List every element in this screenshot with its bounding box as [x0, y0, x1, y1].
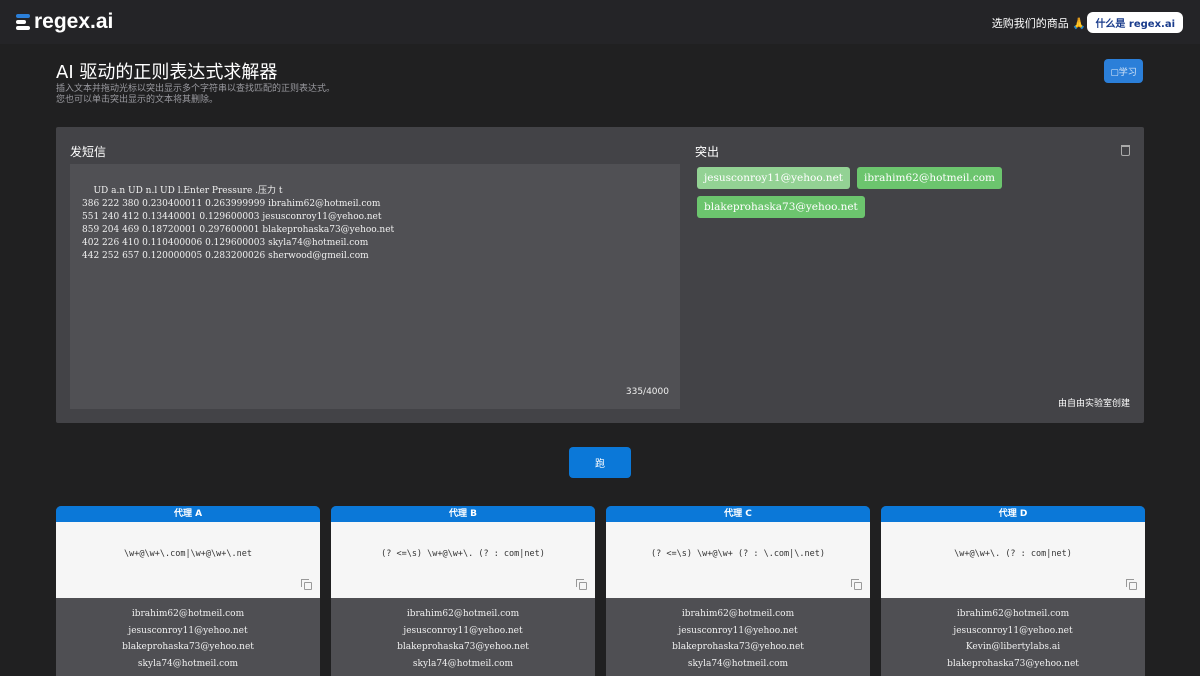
match-item: skyla74@hotmeil.com: [137, 658, 239, 669]
agent-card: 代理 D \w+@\w+\. (? : com|net) ibrahim62@ho…: [881, 506, 1145, 676]
match-item: skyla74@hotmeil.com: [687, 658, 789, 669]
copy-icon[interactable]: [576, 579, 587, 590]
match-item: blakeprohaska73@yehoo.net: [122, 642, 254, 652]
input-text[interactable]: UD a.n UD n.l UD l.Enter Pressure .压力 t …: [82, 186, 395, 261]
agent-cards: 代理 A \w+@\w+\.com|\w+@\w+\.net ibrahim62@…: [56, 506, 1145, 676]
highlight-chip[interactable]: jesusconroy11@yehoo.net: [697, 167, 851, 189]
match-item: ibrahim62@hotmeil.com: [406, 609, 520, 619]
run-button[interactable]: 跑: [569, 447, 631, 478]
logo-icon: [16, 14, 30, 30]
agent-regex-box: \w+@\w+\.com|\w+@\w+\.net: [56, 522, 320, 598]
agent-matches: ibrahim62@hotmeil.com jesusconroy11@yehoo…: [606, 598, 870, 672]
match-item: jesusconroy11@yehoo.net: [403, 625, 523, 636]
match-item: ibrahim62@hotmeil.com: [681, 609, 795, 619]
agent-card: 代理 A \w+@\w+\.com|\w+@\w+\.net ibrahim62@…: [56, 506, 320, 676]
page-title: AI 驱动的正则表达式求解器: [56, 62, 278, 83]
match-item: ibrahim62@hotmeil.com: [956, 609, 1070, 619]
shop-link[interactable]: 选购我们的商品 🙏: [991, 17, 1086, 30]
agent-matches: ibrahim62@hotmeil.com jesusconroy11@yehoo…: [881, 598, 1145, 672]
agent-regex: (? <=\s) \w+@\w+ (? : \.com|\.net): [651, 549, 825, 559]
agent-name: 代理 C: [606, 506, 870, 522]
agent-regex-box: (? <=\s) \w+@\w+\. (? : com|net): [331, 522, 595, 598]
agent-regex: \w+@\w+\.com|\w+@\w+\.net: [124, 549, 252, 559]
credit-text: 由自由实验室创建: [1057, 399, 1130, 409]
highlight-chip[interactable]: blakeprohaska73@yehoo.net: [697, 196, 865, 218]
agent-matches: ibrahim62@hotmeil.com jesusconroy11@yehoo…: [56, 598, 320, 672]
text-input[interactable]: UD a.n UD n.l UD l.Enter Pressure .压力 t …: [70, 164, 680, 409]
agent-regex: (? <=\s) \w+@\w+\. (? : com|net): [381, 549, 545, 559]
agent-matches: ibrahim62@hotmeil.com jesusconroy11@yehoo…: [331, 598, 595, 672]
agent-regex-box: \w+@\w+\. (? : com|net): [881, 522, 1145, 598]
copy-icon[interactable]: [1126, 579, 1137, 590]
agent-name: 代理 D: [881, 506, 1145, 522]
agent-regex: \w+@\w+\. (? : com|net): [954, 549, 1072, 559]
editor-panel: 发短信 UD a.n UD n.l UD l.Enter Pressure .压…: [56, 127, 1144, 423]
highlights-label: 突出: [695, 145, 720, 159]
input-label: 发短信: [70, 145, 107, 159]
learn-button[interactable]: ▢学习: [1104, 59, 1143, 83]
char-count: 335/4000: [625, 387, 669, 397]
match-item: jesusconroy11@yehoo.net: [678, 625, 798, 636]
highlight-chip[interactable]: ibrahim62@hotmeil.com: [857, 167, 1002, 189]
highlight-list: jesusconroy11@yehoo.net ibrahim62@hotmei…: [697, 167, 1057, 218]
match-item: jesusconroy11@yehoo.net: [953, 625, 1073, 636]
instruction-line: 插入文本并拖动光标以突出显示多个字符串以查找匹配的正则表达式。: [56, 84, 336, 94]
match-item: blakeprohaska73@yehoo.net: [672, 642, 804, 652]
top-bar: regex.ai 选购我们的商品 🙏 什么是 regex.ai: [0, 0, 1200, 44]
instructions: 插入文本并拖动光标以突出显示多个字符串以查找匹配的正则表达式。 您也可以单击突出…: [56, 84, 335, 106]
trash-icon[interactable]: [1121, 145, 1130, 156]
copy-icon[interactable]: [301, 579, 312, 590]
copy-icon[interactable]: [851, 579, 862, 590]
match-item: blakeprohaska73@yehoo.net: [397, 642, 529, 652]
agent-regex-box: (? <=\s) \w+@\w+ (? : \.com|\.net): [606, 522, 870, 598]
match-item: Kevin@libertylabs.ai: [965, 642, 1061, 652]
agent-name: 代理 A: [56, 506, 320, 522]
agent-card: 代理 B (? <=\s) \w+@\w+\. (? : com|net) ibr…: [331, 506, 595, 676]
match-item: jesusconroy11@yehoo.net: [128, 625, 248, 636]
agent-card: 代理 C (? <=\s) \w+@\w+ (? : \.com|\.net) i…: [606, 506, 870, 676]
logo[interactable]: regex.ai: [16, 10, 113, 34]
instruction-line: 您也可以单击突出显示的文本将其删除。: [56, 95, 219, 105]
match-item: skyla74@hotmeil.com: [412, 658, 514, 669]
match-item: blakeprohaska73@yehoo.net: [947, 658, 1079, 669]
what-is-button[interactable]: 什么是 regex.ai: [1087, 12, 1183, 33]
match-item: ibrahim62@hotmeil.com: [131, 609, 245, 619]
logo-text: regex.ai: [34, 10, 114, 33]
agent-name: 代理 B: [331, 506, 595, 522]
